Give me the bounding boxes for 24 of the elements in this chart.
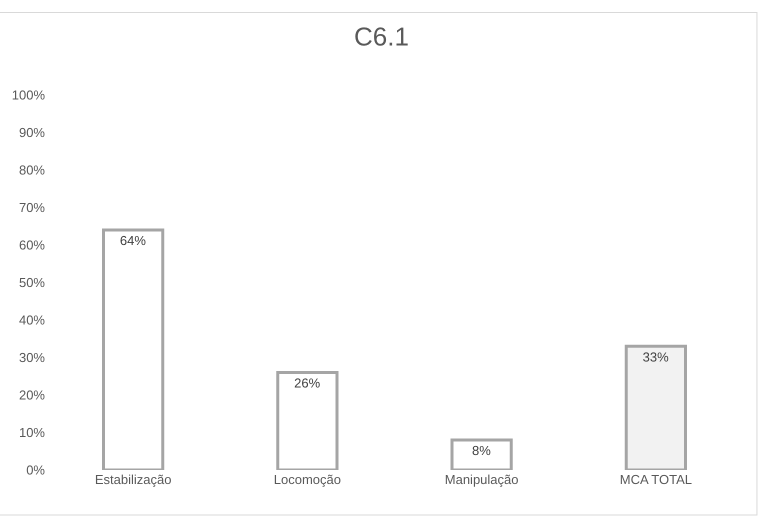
bar <box>102 228 164 470</box>
x-tick-label: Locomoção <box>274 472 341 487</box>
chart-title: C6.1 <box>354 22 409 52</box>
data-label: 33% <box>642 349 670 364</box>
data-label: 64% <box>120 233 146 248</box>
y-tick-label: 70% <box>18 200 46 216</box>
data-label: 26% <box>294 376 321 390</box>
y-tick-label: 0% <box>26 462 46 478</box>
bar <box>624 344 687 470</box>
y-tick-label: 30% <box>18 350 46 366</box>
y-tick-label: 90% <box>18 125 46 140</box>
x-tick-label: MCA TOTAL <box>620 472 692 487</box>
y-tick-label: 80% <box>18 162 46 178</box>
y-tick-label: 50% <box>18 275 46 290</box>
x-tick-label: Estabilização <box>94 472 172 487</box>
y-tick-label: 20% <box>18 388 46 403</box>
data-label: 8% <box>472 443 492 458</box>
y-tick-label: 60% <box>18 238 46 253</box>
y-tick-label: 40% <box>18 312 46 328</box>
y-tick-label: 100% <box>12 88 46 103</box>
x-tick-label: Manipulação <box>444 472 518 487</box>
bar <box>276 371 338 470</box>
bar <box>450 438 513 470</box>
y-tick-label: 10% <box>18 425 46 440</box>
